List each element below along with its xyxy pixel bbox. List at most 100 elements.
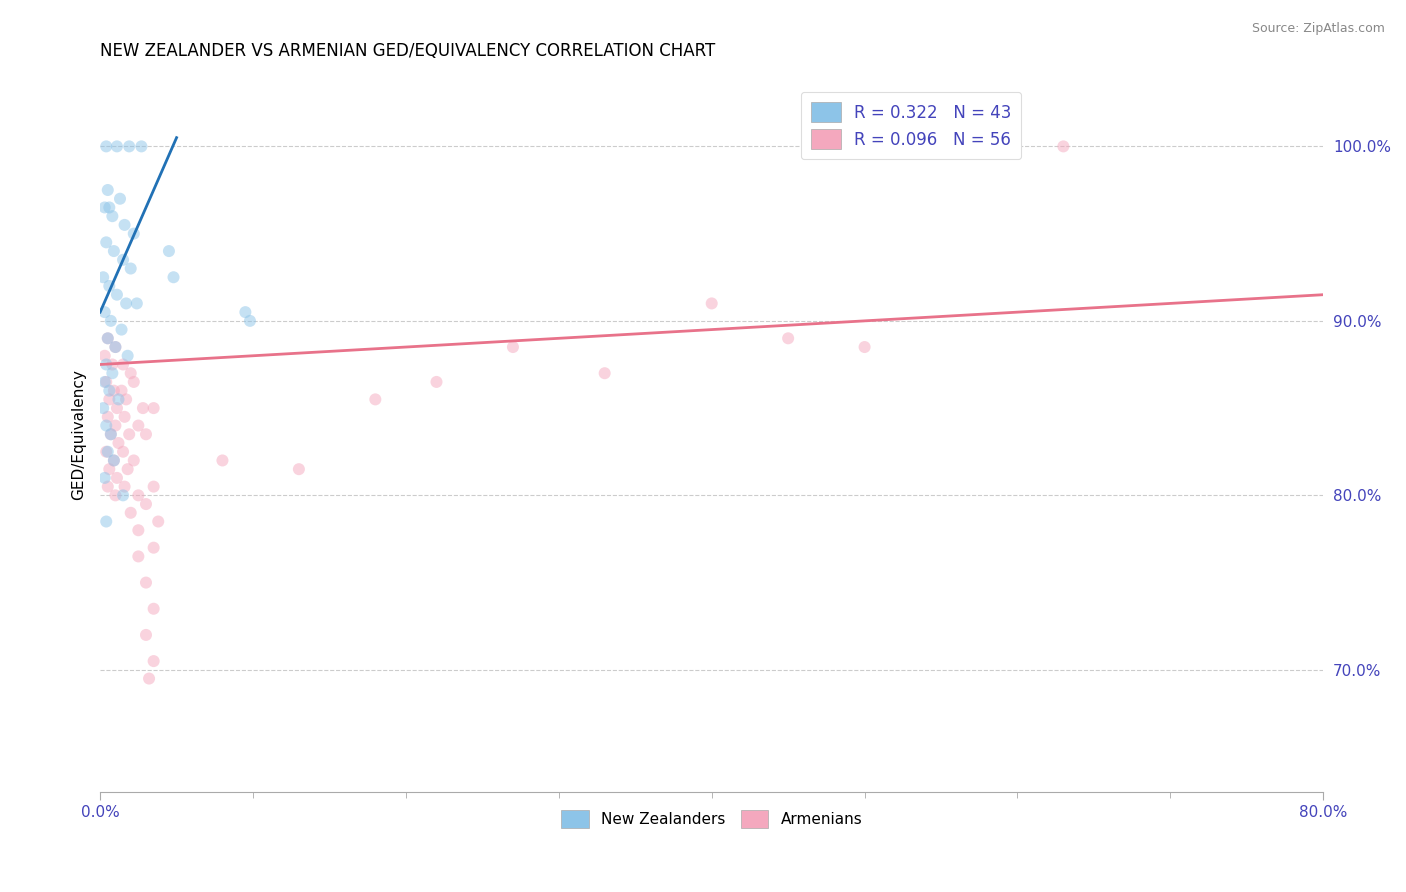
Point xyxy=(117,462,139,476)
Point xyxy=(96,235,118,250)
Point xyxy=(135,628,157,642)
Point xyxy=(105,401,128,416)
Point xyxy=(97,409,120,424)
Point xyxy=(104,340,127,354)
Point xyxy=(700,296,723,310)
Point xyxy=(853,340,876,354)
Text: NEW ZEALANDER VS ARMENIAN GED/EQUIVALENCY CORRELATION CHART: NEW ZEALANDER VS ARMENIAN GED/EQUIVALENC… xyxy=(100,42,716,60)
Point xyxy=(96,375,118,389)
Point xyxy=(127,549,149,564)
Point xyxy=(93,305,115,319)
Point xyxy=(162,270,184,285)
Point xyxy=(105,287,128,301)
Text: Source: ZipAtlas.com: Source: ZipAtlas.com xyxy=(1251,22,1385,36)
Point xyxy=(1052,139,1074,153)
Point xyxy=(235,305,257,319)
Point xyxy=(114,218,136,232)
Point xyxy=(120,261,142,276)
Point xyxy=(157,244,180,258)
Point xyxy=(97,183,120,197)
Point xyxy=(135,575,157,590)
Point xyxy=(502,340,524,354)
Point xyxy=(97,331,120,345)
Point xyxy=(127,523,149,537)
Point xyxy=(97,331,120,345)
Point xyxy=(104,418,127,433)
Point xyxy=(364,392,387,407)
Legend: New Zealanders, Armenians: New Zealanders, Armenians xyxy=(555,804,869,834)
Point xyxy=(122,227,145,241)
Point xyxy=(288,462,311,476)
Y-axis label: GED/Equivalency: GED/Equivalency xyxy=(72,368,86,500)
Point xyxy=(593,366,616,380)
Point xyxy=(103,244,125,258)
Point xyxy=(131,139,153,153)
Point xyxy=(93,375,115,389)
Point xyxy=(120,506,142,520)
Point xyxy=(96,444,118,458)
Point xyxy=(122,375,145,389)
Point xyxy=(148,515,170,529)
Point xyxy=(112,252,135,267)
Point xyxy=(91,401,114,416)
Point xyxy=(425,375,447,389)
Point xyxy=(108,192,131,206)
Point xyxy=(107,392,129,407)
Point xyxy=(142,654,165,668)
Point xyxy=(93,471,115,485)
Point xyxy=(132,401,155,416)
Point xyxy=(103,384,125,398)
Point xyxy=(110,322,132,336)
Point xyxy=(142,541,165,555)
Point xyxy=(142,401,165,416)
Point xyxy=(114,409,136,424)
Point xyxy=(142,480,165,494)
Point xyxy=(118,427,141,442)
Point xyxy=(100,314,122,328)
Point xyxy=(110,384,132,398)
Point xyxy=(98,279,121,293)
Point xyxy=(101,366,124,380)
Point xyxy=(98,201,121,215)
Point xyxy=(142,601,165,615)
Point xyxy=(135,497,157,511)
Point xyxy=(112,488,135,502)
Point xyxy=(127,418,149,433)
Point xyxy=(98,392,121,407)
Point xyxy=(104,340,127,354)
Point xyxy=(778,331,800,345)
Point xyxy=(93,201,115,215)
Point xyxy=(135,427,157,442)
Point xyxy=(120,366,142,380)
Point xyxy=(107,436,129,450)
Point xyxy=(103,453,125,467)
Point xyxy=(98,462,121,476)
Point xyxy=(112,444,135,458)
Point xyxy=(125,296,148,310)
Point xyxy=(104,488,127,502)
Point xyxy=(96,139,118,153)
Point xyxy=(98,384,121,398)
Point xyxy=(96,418,118,433)
Point xyxy=(91,270,114,285)
Point xyxy=(115,392,138,407)
Point xyxy=(115,296,138,310)
Point xyxy=(117,349,139,363)
Point xyxy=(138,672,160,686)
Point xyxy=(93,349,115,363)
Point xyxy=(100,427,122,442)
Point xyxy=(118,139,141,153)
Point xyxy=(103,453,125,467)
Point xyxy=(105,471,128,485)
Point xyxy=(97,444,120,458)
Point xyxy=(97,480,120,494)
Point xyxy=(112,358,135,372)
Point xyxy=(127,488,149,502)
Point xyxy=(105,139,128,153)
Point xyxy=(101,358,124,372)
Point xyxy=(96,358,118,372)
Point xyxy=(96,515,118,529)
Point xyxy=(211,453,233,467)
Point xyxy=(100,427,122,442)
Point xyxy=(122,453,145,467)
